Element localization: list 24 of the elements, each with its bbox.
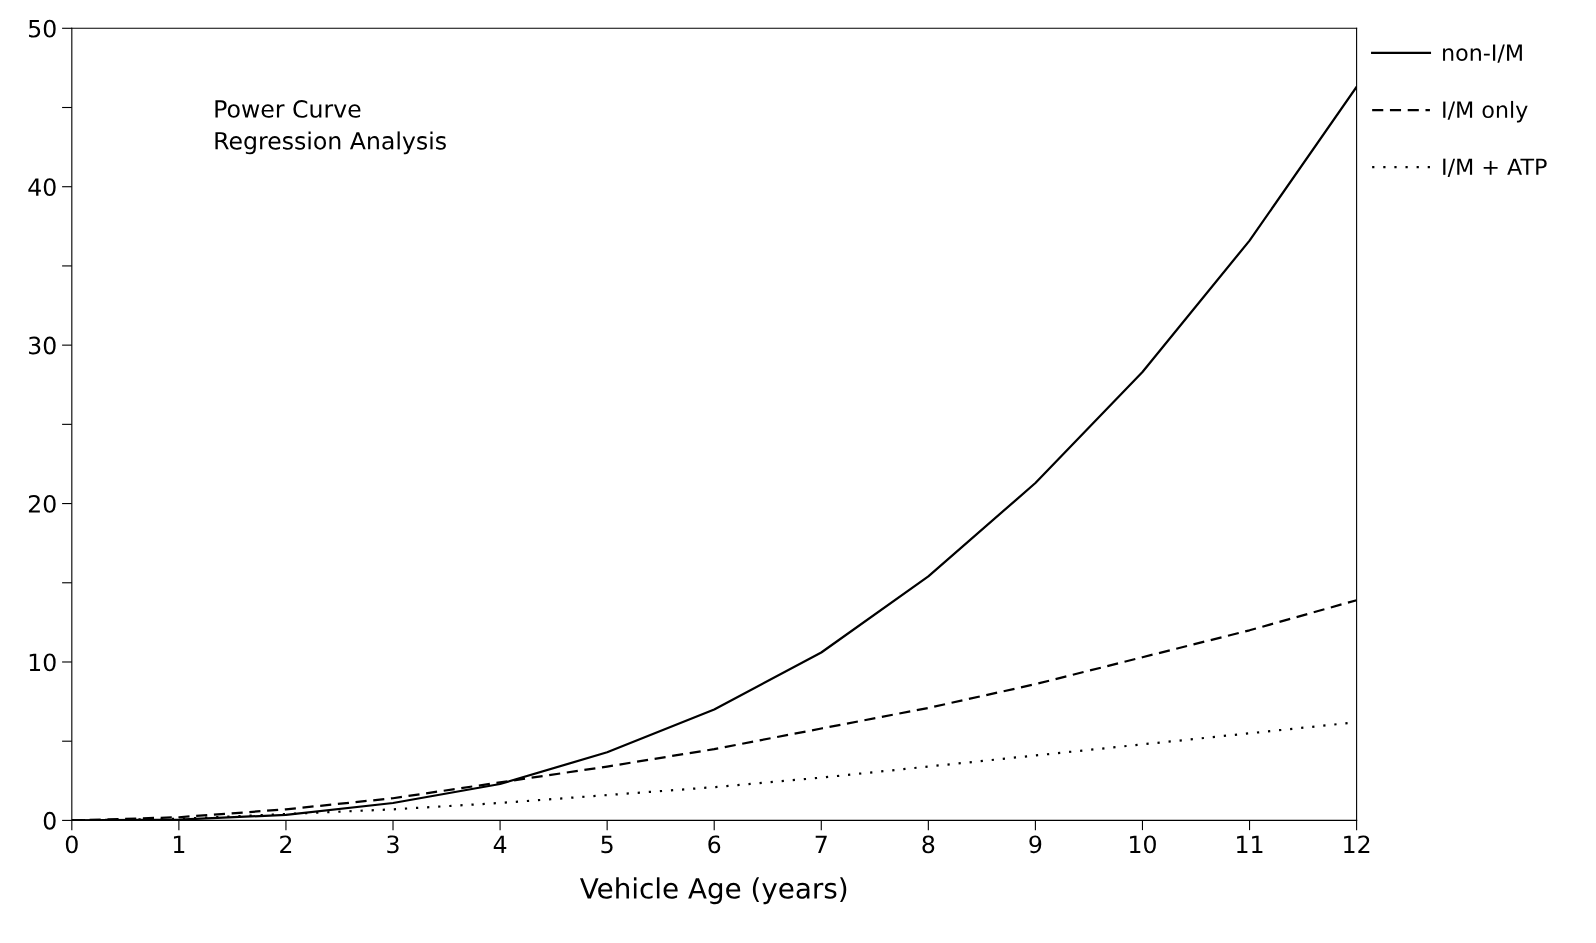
legend-label: I/M only — [1443, 100, 1528, 123]
x-tick-label: 8 — [922, 835, 935, 854]
x-tick-label: 12 — [1344, 835, 1370, 853]
y-tick-label: 30 — [28, 336, 56, 355]
y-tick-label: 10 — [29, 653, 56, 672]
y-tick-label: 0 — [43, 811, 56, 830]
x-tick-label: 1 — [173, 835, 185, 853]
y-tick-label: 40 — [28, 178, 56, 197]
x-tick-label: 4 — [493, 835, 507, 853]
x-tick-label: 5 — [601, 835, 613, 854]
x-tick-label: 6 — [708, 835, 721, 854]
y-tick-label: 20 — [28, 495, 56, 513]
x-tick-label: 0 — [65, 835, 78, 854]
x-tick-label: 11 — [1237, 835, 1263, 853]
x-tick-label: 2 — [280, 835, 292, 853]
x-tick-label: 7 — [815, 835, 827, 853]
annotation: Power Curve Regression Analysis — [215, 100, 446, 155]
x-axis-title: Vehicle Age (years) — [580, 877, 847, 905]
legend-label: non-I/M — [1443, 44, 1522, 63]
y-tick-label: 50 — [29, 19, 56, 38]
x-tick-label: 9 — [1029, 835, 1042, 854]
x-tick-label: 10 — [1130, 835, 1156, 854]
legend-label: I/M + ATP — [1443, 158, 1547, 177]
x-tick-label: 3 — [387, 835, 399, 854]
